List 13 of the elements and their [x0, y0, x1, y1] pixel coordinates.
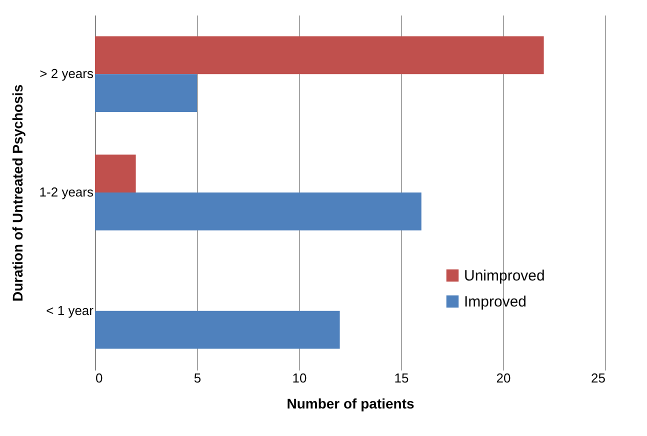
- y-axis-title: Duration of Untreated Psychosis: [9, 84, 26, 302]
- y-tick-label: 1-2 years: [39, 184, 94, 200]
- x-tick-label: 25: [591, 370, 606, 386]
- y-tick-label: < 1 year: [46, 302, 94, 318]
- x-tick-label: 0: [96, 370, 103, 386]
- legend-label: Improved: [464, 294, 527, 310]
- y-tick-label: > 2 years: [40, 66, 94, 82]
- legend-label: Unimproved: [464, 268, 545, 284]
- x-tick-label: 10: [292, 370, 307, 386]
- x-axis-title: Number of patients: [286, 396, 414, 412]
- x-tick-label: 5: [194, 370, 202, 386]
- x-tick-label: 15: [394, 370, 409, 386]
- x-tick-label: 20: [496, 370, 511, 386]
